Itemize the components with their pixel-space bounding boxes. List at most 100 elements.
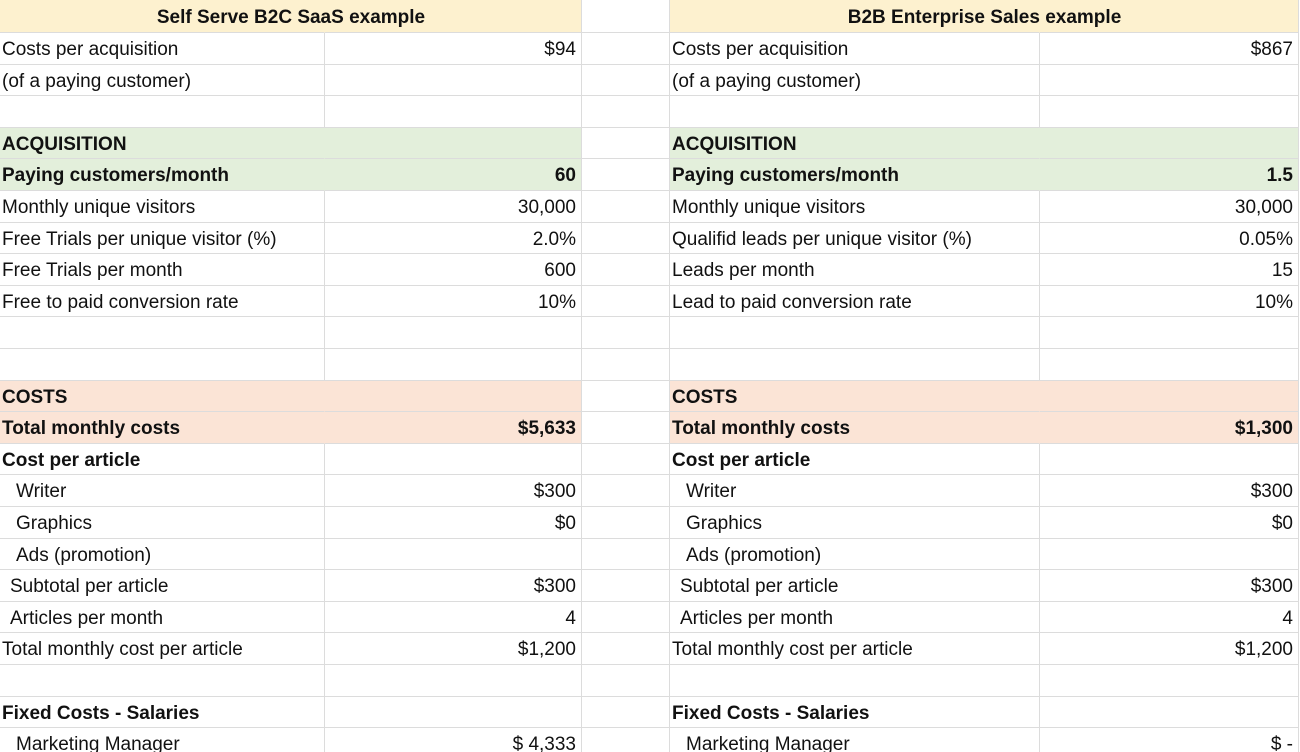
cell: [670, 380, 1040, 413]
row-value: 2.0%: [532, 228, 576, 250]
row-value: 600: [544, 260, 576, 282]
cell: [582, 33, 670, 65]
row-label: Marketing Manager: [686, 734, 850, 752]
cell: [0, 159, 325, 191]
cell: [1040, 191, 1299, 223]
cell: [1040, 507, 1299, 539]
cell: [582, 96, 670, 128]
row-label: Costs per acquisition: [2, 39, 179, 60]
row-value: $ -: [1270, 734, 1293, 752]
row-label: Graphics: [686, 513, 763, 534]
row-value: 4: [565, 607, 576, 629]
cell: [582, 443, 670, 476]
row-value: 30,000: [1234, 197, 1293, 218]
cell: [670, 728, 1040, 752]
cell: [670, 633, 1040, 665]
cell: [0, 349, 325, 381]
cell: [582, 285, 670, 318]
cell: [1040, 64, 1299, 97]
panel-title: B2B Enterprise Sales example: [847, 7, 1122, 28]
cell: [582, 222, 670, 255]
cell: [1040, 412, 1299, 444]
cell: [0, 601, 325, 634]
cell: [582, 254, 670, 286]
cell: [670, 191, 1040, 223]
cell: [670, 33, 1040, 65]
row-value: $0: [554, 513, 576, 534]
cell: [1040, 33, 1299, 65]
cell: [0, 64, 325, 97]
row-label: Leads per month: [672, 260, 815, 282]
row-value: 60: [554, 165, 576, 187]
cell: [670, 96, 1040, 128]
row-label: Monthly unique visitors: [2, 197, 196, 218]
row-value: $1,200: [1234, 639, 1293, 661]
row-label: Articles per month: [680, 607, 834, 629]
cell: [325, 665, 582, 697]
cell: [0, 222, 325, 255]
cell: [325, 507, 582, 539]
cell: [670, 570, 1040, 602]
cell: [0, 254, 325, 286]
cell: [325, 443, 582, 476]
cell: [582, 665, 670, 697]
cell: [0, 538, 325, 571]
row-label: Lead to paid conversion rate: [672, 291, 912, 313]
cell: [670, 665, 1040, 697]
row-value: $5,633: [517, 418, 576, 440]
cell: [582, 696, 670, 729]
cell: [670, 349, 1040, 381]
panel-title: Self Serve B2C SaaS example: [156, 7, 426, 28]
cell: [670, 127, 1040, 160]
cell: [670, 0, 1040, 33]
cell: [325, 317, 582, 349]
row-label: Subtotal per article: [680, 576, 839, 598]
cell: [582, 570, 670, 602]
row-label: Fixed Costs - Salaries: [2, 702, 200, 724]
row-value: $1,200: [517, 639, 576, 661]
row-label: Ads (promotion): [686, 544, 822, 566]
cell: [325, 222, 582, 255]
cell: [1040, 127, 1299, 160]
cell: [670, 64, 1040, 97]
cell: [1040, 380, 1299, 413]
row-label: Free to paid conversion rate: [2, 291, 239, 313]
cell: [670, 317, 1040, 349]
row-label: Paying customers/month: [672, 165, 899, 187]
row-value: $300: [533, 576, 576, 598]
cell: [0, 475, 325, 507]
cell: [0, 443, 325, 476]
cell: [1040, 728, 1299, 752]
row-value: 1.5: [1266, 165, 1293, 187]
cell: [1040, 696, 1299, 729]
cell: [325, 254, 582, 286]
cell: [325, 127, 582, 160]
cell: [1040, 349, 1299, 381]
cell: [670, 696, 1040, 729]
row-label: Paying customers/month: [2, 165, 229, 187]
row-label: Writer: [686, 481, 737, 503]
cell: [582, 507, 670, 539]
cell: [582, 349, 670, 381]
row-label: Marketing Manager: [16, 734, 180, 752]
cell: [0, 696, 325, 729]
cell: [0, 191, 325, 223]
cell: [670, 285, 1040, 318]
row-label: Total monthly cost per article: [672, 639, 913, 661]
cell: [325, 159, 582, 191]
row-value: $1,300: [1234, 418, 1293, 440]
cell: [1040, 96, 1299, 128]
cell: [582, 538, 670, 571]
cell: [582, 633, 670, 665]
cell: [0, 0, 325, 33]
row-label: Ads (promotion): [16, 544, 152, 566]
cell: [325, 96, 582, 128]
row-value: 15: [1271, 260, 1293, 282]
row-value: 0.05%: [1239, 228, 1293, 250]
row-value: $867: [1250, 39, 1293, 60]
cell: [0, 665, 325, 697]
row-label: Costs per acquisition: [672, 39, 849, 60]
cell: [1040, 317, 1299, 349]
cell: [325, 412, 582, 444]
row-label: Qualifid leads per unique visitor (%): [672, 228, 972, 250]
